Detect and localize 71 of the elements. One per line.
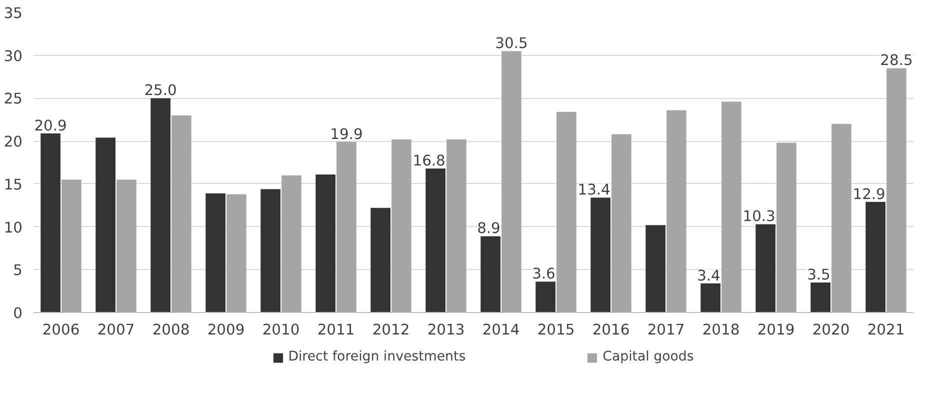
bar	[722, 102, 742, 312]
data-label: 3.4	[697, 267, 720, 284]
data-label: 3.6	[532, 266, 556, 283]
bar	[832, 124, 852, 312]
bar	[866, 202, 886, 312]
bar	[336, 142, 356, 312]
y-tick-label: 0	[13, 305, 23, 322]
bar	[810, 282, 830, 312]
x-tick-label: 2016	[592, 322, 630, 338]
bar	[756, 224, 776, 312]
x-tick-label: 2007	[97, 322, 135, 338]
y-tick-label: 25	[4, 90, 23, 108]
bar	[96, 138, 116, 312]
data-label: 13.4	[578, 182, 610, 199]
bar	[666, 110, 686, 312]
bar	[590, 198, 610, 312]
y-tick-label: 10	[4, 219, 23, 236]
bar	[502, 51, 522, 312]
bar	[480, 236, 500, 312]
bar	[62, 180, 82, 312]
y-tick-label: 30	[4, 48, 23, 65]
bar	[536, 282, 556, 312]
x-tick-label: 2017	[647, 322, 685, 338]
bar	[226, 194, 246, 312]
x-tick-label: 2012	[372, 322, 410, 338]
data-label: 19.9	[330, 126, 363, 143]
data-label: 16.8	[412, 152, 446, 170]
data-label: 25.0	[144, 82, 177, 100]
data-label: 20.9	[34, 117, 67, 134]
x-tick-label: 2019	[757, 322, 795, 338]
x-tick-label: 2013	[427, 322, 465, 338]
x-tick-label: 2020	[812, 322, 850, 338]
bar	[260, 189, 280, 312]
data-label: 28.5	[880, 52, 913, 70]
data-label: 10.3	[742, 208, 776, 226]
y-tick-label: 20	[4, 134, 23, 151]
bar	[426, 168, 446, 312]
x-tick-label: 2011	[317, 322, 355, 338]
bar	[646, 225, 666, 312]
x-tick-label: 2014	[482, 322, 520, 338]
bar	[776, 142, 796, 312]
bar	[206, 193, 226, 312]
y-tick-label: 5	[13, 262, 23, 280]
legend-label: Direct foreign investments	[288, 350, 466, 364]
y-tick-label: 15	[4, 176, 23, 194]
bar	[556, 112, 576, 312]
y-tick-label: 35	[4, 5, 23, 22]
bar	[370, 208, 390, 312]
x-tick-label: 2010	[262, 322, 300, 338]
bar	[886, 68, 906, 312]
x-tick-label: 2009	[207, 322, 245, 338]
bar	[612, 134, 632, 312]
bar	[116, 180, 136, 312]
x-tick-label: 2015	[537, 322, 575, 338]
x-tick-label: 2021	[867, 322, 905, 338]
legend-label: Capital goods	[602, 350, 694, 364]
bar	[700, 283, 720, 312]
data-label: 12.9	[852, 186, 886, 203]
data-label: 8.9	[477, 220, 500, 238]
x-tick-label: 2018	[702, 322, 740, 338]
x-tick-label: 2008	[152, 322, 190, 338]
data-label: 30.5	[495, 35, 528, 52]
data-label: 3.5	[807, 266, 830, 284]
bar	[40, 133, 60, 312]
bar	[150, 98, 170, 312]
bar	[392, 139, 412, 312]
bar	[316, 174, 336, 312]
x-tick-label: 2006	[42, 322, 80, 338]
bar	[446, 139, 466, 312]
bar	[172, 115, 192, 312]
bar	[282, 175, 302, 312]
